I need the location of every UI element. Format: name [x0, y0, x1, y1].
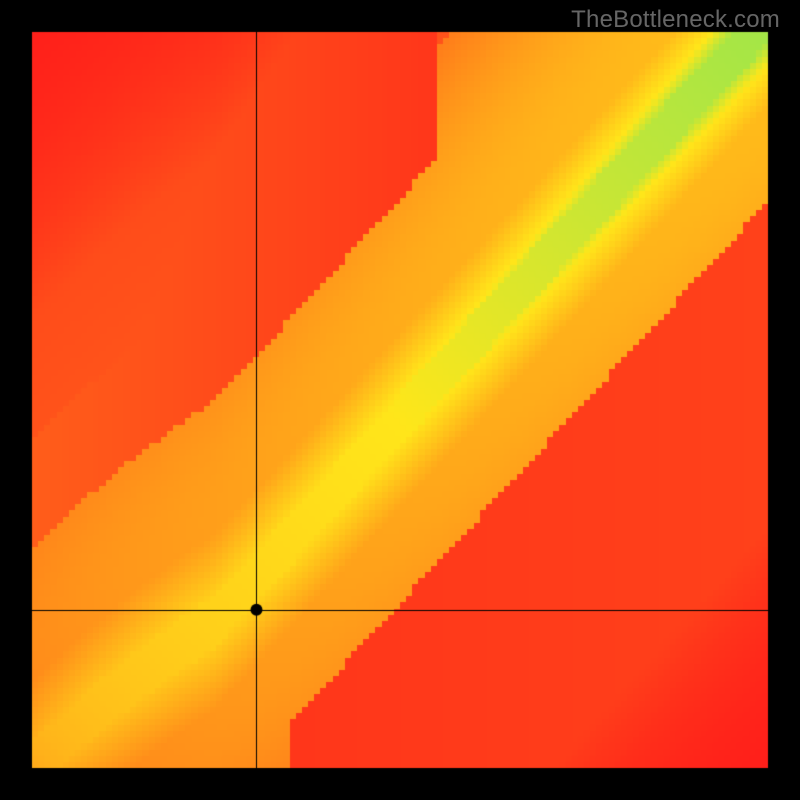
bottleneck-heatmap — [0, 0, 800, 800]
chart-container: TheBottleneck.com — [0, 0, 800, 800]
watermark-text: TheBottleneck.com — [571, 6, 780, 34]
